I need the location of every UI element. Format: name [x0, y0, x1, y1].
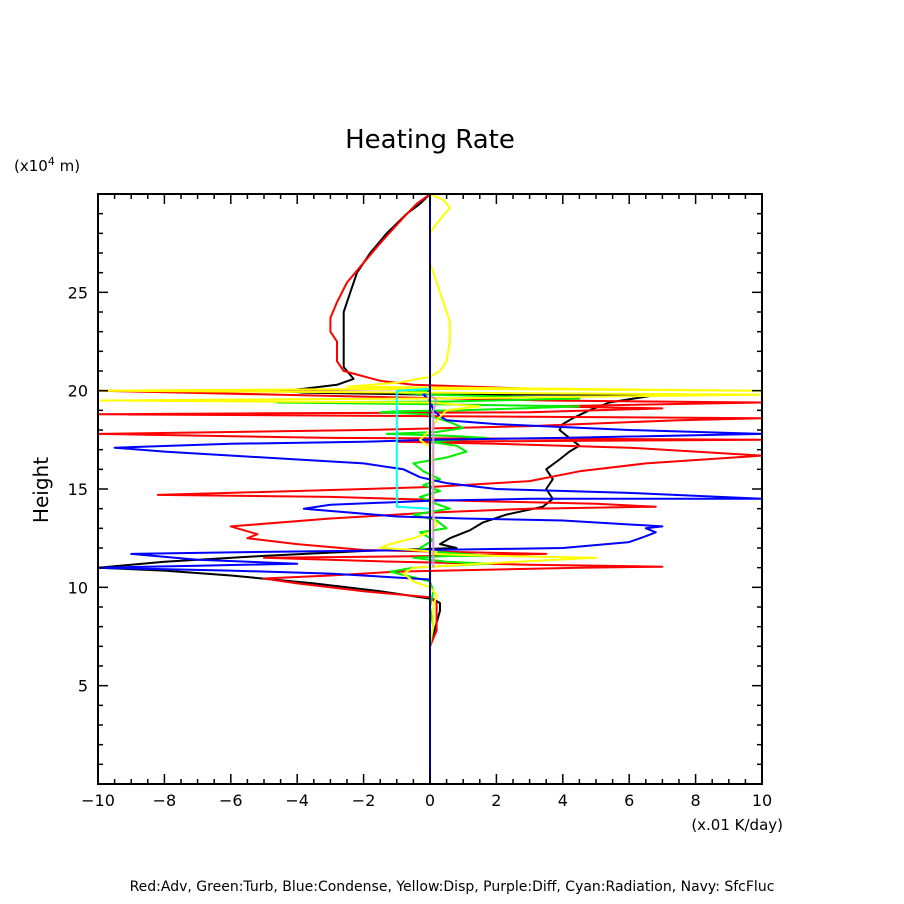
- series-layer: [97, 193, 763, 784]
- x-axis-unit-label: (x.01 K/day): [691, 816, 783, 834]
- y-axis: 5 10 15 20 25: [68, 212, 762, 766]
- series-line-total: [97, 193, 661, 647]
- x-axis: −10 −8 −6 −4 −2 0 2 4 6 8 10: [81, 194, 772, 810]
- y-axis-title: Height: [29, 457, 53, 523]
- series-line-purple-diff: [429, 393, 438, 568]
- x-tick-label: 4: [558, 791, 568, 810]
- x-tick-label: 2: [491, 791, 501, 810]
- x-tick-label: 6: [624, 791, 634, 810]
- x-tick-label: 0: [425, 791, 435, 810]
- series-line-yellow-disp: [97, 193, 763, 643]
- y-tick-label: 25: [68, 283, 88, 302]
- x-tick-label: −10: [81, 791, 115, 810]
- y-unit-base: (x10: [14, 157, 48, 175]
- series-line-blue-condense: [97, 389, 763, 581]
- y-unit-tail: m): [55, 157, 80, 175]
- x-tick-label: −4: [285, 791, 309, 810]
- x-tick-label: −6: [219, 791, 243, 810]
- y-unit-label: (x104 m): [14, 155, 80, 175]
- chart-title: Heating Rate: [345, 125, 515, 155]
- y-unit-exponent: 4: [48, 155, 55, 168]
- y-tick-label: 5: [78, 677, 88, 696]
- x-tick-label: −8: [153, 791, 177, 810]
- legend: Red:Adv, Green:Turb, Blue:Condense, Yell…: [130, 879, 775, 895]
- x-tick-label: 8: [691, 791, 701, 810]
- y-tick-label: 15: [68, 480, 88, 499]
- y-tick-label: 10: [68, 578, 88, 597]
- y-tick-label: 20: [68, 382, 88, 401]
- x-tick-label: −2: [352, 791, 376, 810]
- x-tick-label: 10: [752, 791, 772, 810]
- series-line-cyan-radiation: [395, 387, 431, 510]
